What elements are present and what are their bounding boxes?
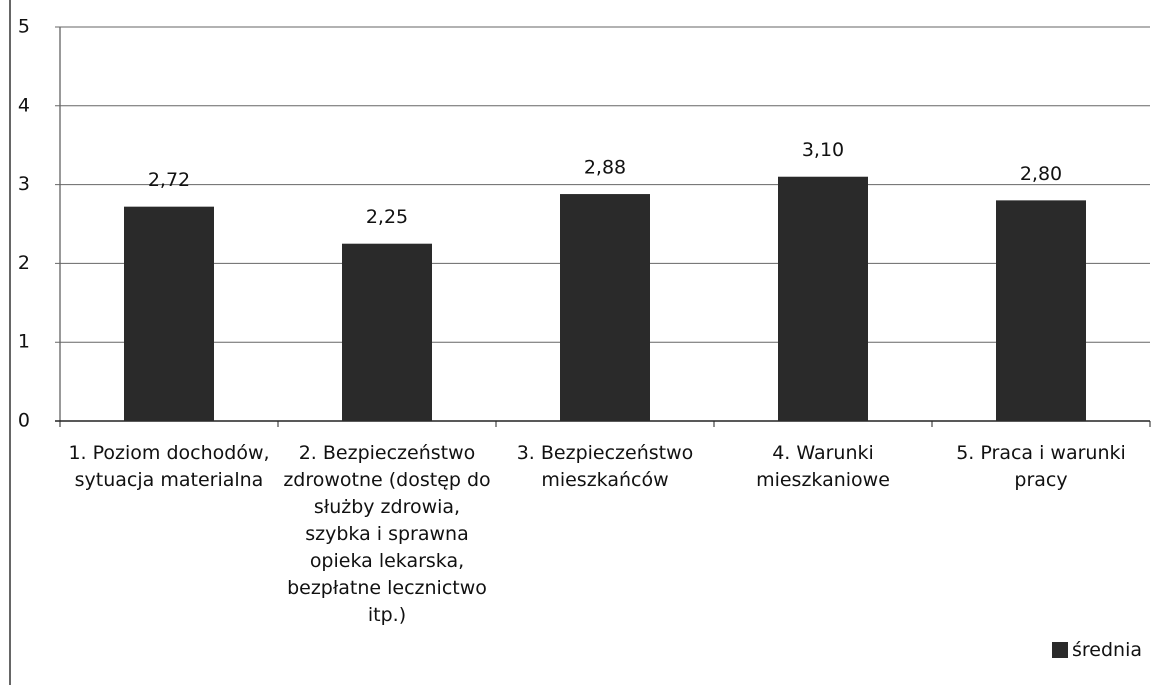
bar xyxy=(342,243,432,421)
value-label: 2,88 xyxy=(584,157,626,179)
x-tick-label: 2. Bezpieczeństwo zdrowotne (dostęp do s… xyxy=(283,442,491,626)
bar xyxy=(996,200,1086,421)
legend-label: średnia xyxy=(1071,639,1142,661)
y-tick-label: 1 xyxy=(18,331,30,353)
bar xyxy=(560,194,650,421)
value-label: 2,80 xyxy=(1020,163,1062,185)
legend: średnia xyxy=(1051,639,1142,661)
bar xyxy=(778,176,868,421)
value-label: 3,10 xyxy=(802,139,844,161)
value-label: 2,25 xyxy=(366,206,408,228)
bar xyxy=(124,206,214,421)
x-tick-label: 4. Warunki mieszkaniowe xyxy=(756,442,890,491)
y-tick-label: 2 xyxy=(18,252,30,274)
legend-swatch xyxy=(1051,642,1068,658)
value-label: 2,72 xyxy=(148,169,190,191)
y-tick-label: 0 xyxy=(18,410,30,432)
x-tick-label: 3. Bezpieczeństwo mieszkańców xyxy=(516,442,694,491)
x-tick-label: 5. Praca i warunki pracy xyxy=(956,442,1126,491)
y-tick-label: 4 xyxy=(18,94,30,116)
y-tick-label: 3 xyxy=(18,173,30,195)
y-tick-label: 5 xyxy=(18,16,30,38)
x-tick-label: 1. Poziom dochodów, sytuacja materialna xyxy=(68,442,270,491)
